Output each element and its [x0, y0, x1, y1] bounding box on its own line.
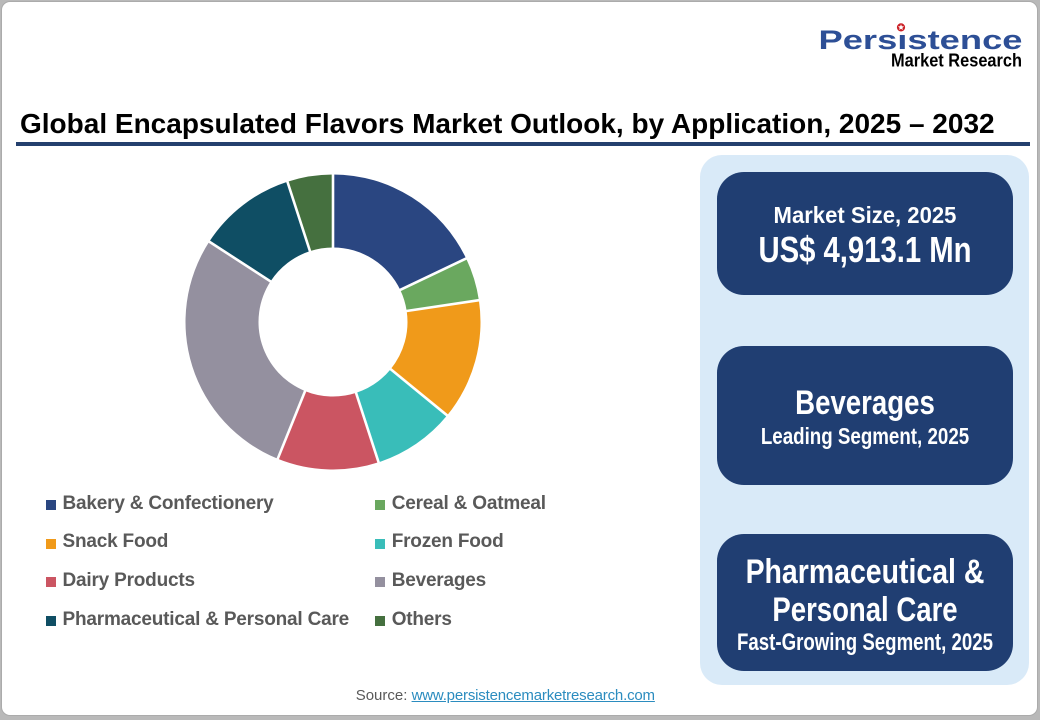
svg-text:Market Research: Market Research	[891, 51, 1022, 71]
svg-text:Persıstence: Persıstence	[819, 25, 1023, 55]
